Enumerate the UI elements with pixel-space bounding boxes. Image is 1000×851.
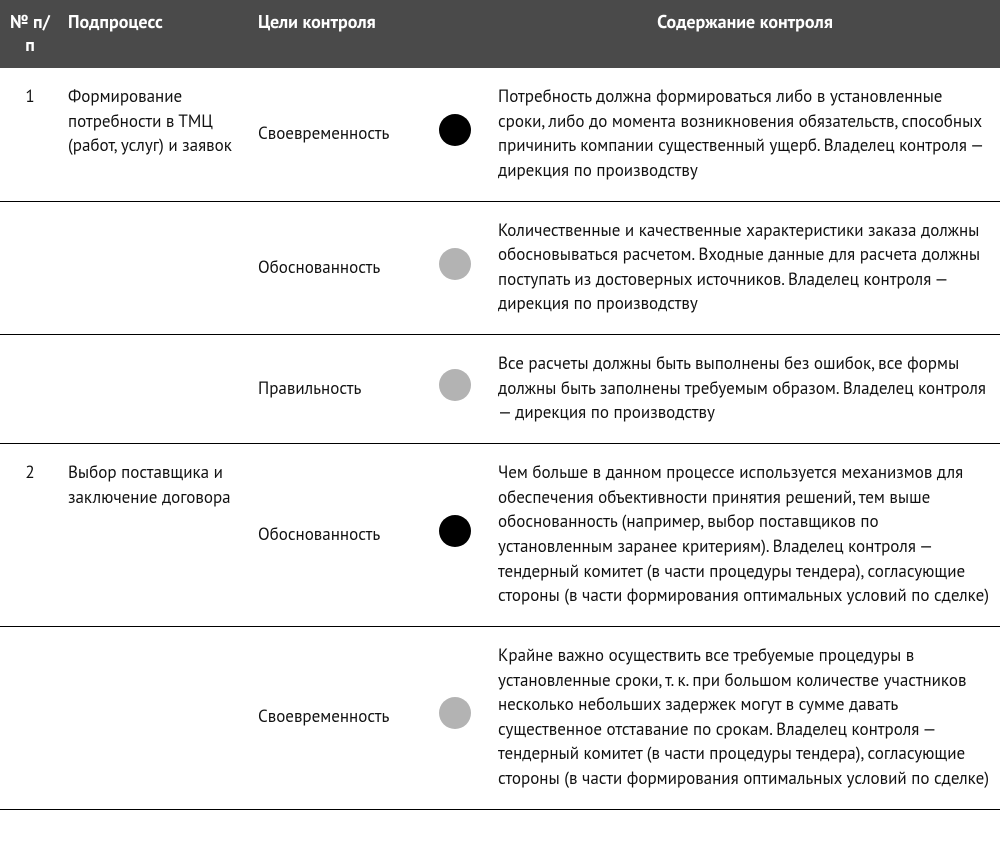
cell-content: Чем больше в данном процессе используетс…	[490, 444, 1000, 627]
header-subprocess: Подпроцесс	[60, 0, 250, 68]
table-row: 2 Выбор поставщика и заключение договора…	[0, 444, 1000, 627]
cell-goal: Правильность	[250, 335, 420, 444]
table-container: { "colors": { "header_bg": "#4a4a4a", "h…	[0, 0, 1000, 810]
cell-dot	[420, 335, 490, 444]
cell-num: 1	[0, 68, 60, 201]
table-row: 1 Формирование потребности в ТМЦ (работ,…	[0, 68, 1000, 201]
cell-content: Потребность должна формироваться либо в …	[490, 68, 1000, 201]
table-row: Обоснованность Количественные и качестве…	[0, 201, 1000, 335]
cell-num	[0, 335, 60, 444]
goal-text: Правильность	[258, 377, 361, 399]
priority-dot-icon	[439, 369, 471, 401]
cell-content: Количественные и качественные характерис…	[490, 201, 1000, 335]
cell-num: 2	[0, 444, 60, 627]
cell-subprocess	[60, 201, 250, 335]
cell-dot	[420, 68, 490, 201]
header-goal: Цели контроля	[250, 0, 420, 68]
control-table: № п/п Подпроцесс Цели контроля Содержани…	[0, 0, 1000, 810]
cell-goal: Своевременность	[250, 68, 420, 201]
cell-num	[0, 626, 60, 809]
cell-num	[0, 201, 60, 335]
header-dot	[420, 0, 490, 68]
table-header: № п/п Подпроцесс Цели контроля Содержани…	[0, 0, 1000, 68]
cell-subprocess	[60, 335, 250, 444]
cell-goal: Обоснованность	[250, 201, 420, 335]
goal-text: Обоснованность	[258, 256, 380, 278]
cell-dot	[420, 201, 490, 335]
cell-content: Все расчеты должны быть выполнены без ош…	[490, 335, 1000, 444]
cell-subprocess: Выбор поставщика и заключение договора	[60, 444, 250, 627]
cell-goal: Обоснованность	[250, 444, 420, 627]
header-num: № п/п	[0, 0, 60, 68]
table-row: Своевременность Крайне важно осуществить…	[0, 626, 1000, 809]
goal-text: Обоснованность	[258, 523, 380, 545]
header-content: Содержание контроля	[490, 0, 1000, 68]
table-row: Правильность Все расчеты должны быть вып…	[0, 335, 1000, 444]
cell-goal: Своевременность	[250, 626, 420, 809]
priority-dot-icon	[439, 515, 471, 547]
table-body: 1 Формирование потребности в ТМЦ (работ,…	[0, 68, 1000, 809]
priority-dot-icon	[439, 248, 471, 280]
priority-dot-icon	[439, 114, 471, 146]
cell-subprocess	[60, 626, 250, 809]
cell-dot	[420, 626, 490, 809]
cell-dot	[420, 444, 490, 627]
goal-text: Своевременность	[258, 705, 389, 727]
goal-text: Своевременность	[258, 122, 389, 144]
priority-dot-icon	[439, 697, 471, 729]
cell-subprocess: Формирование потребности в ТМЦ (работ, у…	[60, 68, 250, 201]
cell-content: Крайне важно осуществить все требуемые п…	[490, 626, 1000, 809]
